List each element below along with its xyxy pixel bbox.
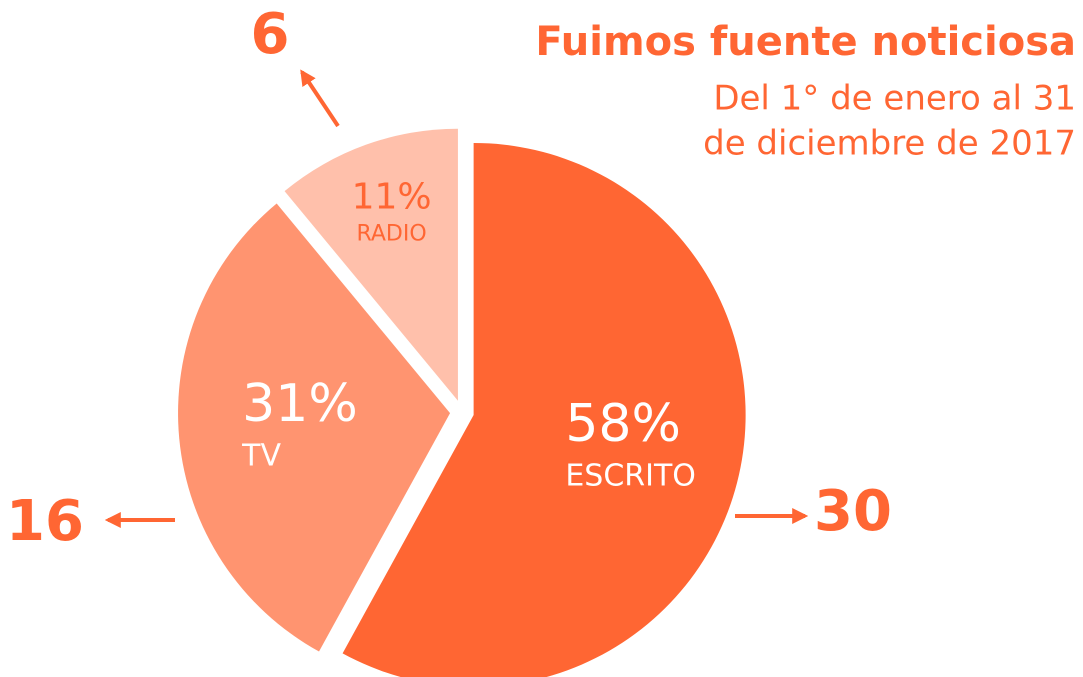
chart-subtitle: Del 1° de enero al 31	[713, 79, 1076, 119]
pie-slice	[284, 128, 458, 401]
slice-label: RADIO	[356, 221, 426, 246]
chart-title: Fuimos fuente noticiosa	[535, 19, 1076, 65]
count-label: 16	[6, 489, 84, 554]
slice-label: ESCRITO	[565, 458, 696, 493]
slice-percent: 58%	[565, 394, 681, 454]
slice-label: TV	[241, 438, 281, 473]
pie-slice	[178, 203, 451, 652]
chart-subtitle: de diciembre de 2017	[703, 124, 1076, 164]
pie-slice	[342, 142, 746, 677]
count-label: 30	[814, 479, 892, 544]
slice-percent: 11%	[352, 176, 432, 217]
arrow	[300, 69, 340, 128]
slice-percent: 31%	[242, 374, 358, 434]
count-label: 6	[251, 2, 290, 67]
